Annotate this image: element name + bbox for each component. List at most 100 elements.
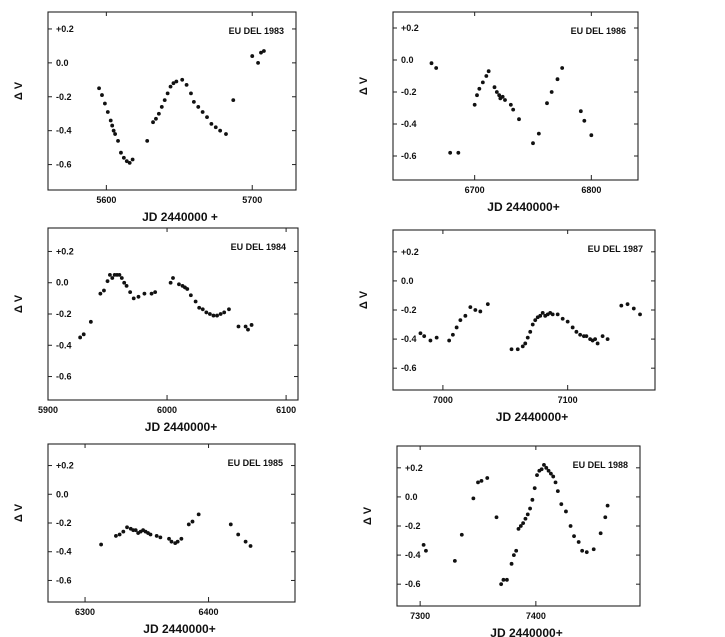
y-tick-label: +0.2 [401, 23, 419, 33]
data-point [162, 98, 167, 103]
x-axis-label: JD 2440000 + [142, 210, 218, 224]
data-point [578, 332, 583, 337]
data-point [516, 527, 521, 531]
data-point [236, 532, 241, 537]
data-point [595, 341, 600, 346]
data-point [578, 109, 583, 114]
data-point [184, 82, 189, 87]
y-tick-label: +0.2 [56, 246, 74, 256]
chart-title: EU DEL 1984 [231, 242, 286, 252]
data-point [177, 282, 181, 287]
data-point [501, 577, 506, 582]
data-point [535, 473, 539, 477]
data-point [509, 347, 514, 352]
y-tick-label: +0.2 [401, 247, 419, 257]
y-tick-label: 0.0 [56, 489, 69, 499]
data-point [179, 536, 184, 541]
data-point [99, 542, 104, 547]
data-point [434, 66, 439, 70]
x-axis-label: JD 2440000+ [496, 410, 568, 424]
data-point [130, 157, 135, 162]
data-point [113, 132, 118, 136]
data-point [538, 313, 543, 318]
data-point [189, 91, 193, 96]
data-point [463, 313, 468, 318]
data-point [593, 337, 598, 341]
data-point [429, 61, 434, 66]
chart-title: EU DEL 1985 [228, 458, 283, 468]
data-point [191, 99, 196, 104]
data-point [494, 90, 499, 94]
data-point [121, 529, 126, 534]
data-point [570, 325, 575, 330]
data-point [560, 66, 565, 70]
data-point [131, 296, 136, 301]
data-point [142, 291, 147, 296]
data-point [492, 85, 497, 90]
x-tick-label: 7400 [526, 611, 546, 621]
y-tick-label: 0.0 [401, 55, 414, 65]
data-point [517, 117, 521, 122]
data-point [458, 318, 463, 323]
data-point [528, 329, 533, 334]
data-point [117, 532, 122, 537]
data-point [565, 319, 570, 324]
data-point [81, 332, 86, 337]
data-point [224, 132, 228, 136]
x-tick-label: 6000 [157, 405, 177, 415]
data-point [102, 288, 106, 293]
y-tick-label: -0.2 [405, 521, 421, 531]
data-point [591, 547, 596, 552]
data-point [530, 322, 535, 327]
data-point [499, 582, 504, 587]
data-point [158, 535, 163, 540]
data-point [105, 110, 110, 114]
y-tick-label: -0.4 [56, 126, 72, 136]
data-point [168, 280, 173, 285]
x-tick-label: 7100 [558, 395, 578, 405]
data-point [186, 522, 191, 527]
data-point [475, 93, 479, 98]
data-point [218, 312, 223, 316]
data-point [525, 512, 530, 517]
x-tick-label: 5600 [96, 195, 116, 205]
data-point [518, 524, 523, 528]
data-point [582, 118, 587, 123]
data-point [576, 540, 581, 544]
data-point [148, 532, 153, 537]
x-axis-label: JD 2440000+ [490, 626, 562, 637]
data-point [117, 273, 122, 277]
data-point [559, 502, 564, 507]
data-point [124, 159, 129, 164]
data-point [549, 90, 554, 94]
y-axis-label: Δ V [13, 81, 25, 100]
data-point [553, 480, 558, 485]
data-point [631, 306, 636, 311]
x-axis-label: JD 2440000+ [145, 420, 217, 434]
data-point [600, 334, 605, 339]
x-axis-label: JD 2440000+ [143, 622, 215, 636]
data-point [171, 276, 175, 280]
x-tick-label: 6700 [465, 185, 485, 195]
data-point [424, 548, 428, 553]
data-point [468, 305, 473, 309]
data-point [447, 338, 452, 343]
data-point [125, 525, 129, 530]
y-tick-label: -0.2 [56, 518, 72, 528]
data-point [448, 150, 453, 155]
y-tick-label: -0.2 [401, 87, 417, 97]
data-point [114, 534, 118, 538]
data-point [208, 312, 212, 316]
y-tick-label: -0.4 [401, 334, 417, 344]
y-axis-label: Δ V [13, 503, 25, 522]
data-point [476, 480, 480, 485]
data-point [151, 120, 155, 125]
data-point [530, 497, 535, 502]
plot-frame [392, 11, 639, 181]
data-point [149, 291, 154, 296]
data-point [540, 311, 545, 315]
data-point [603, 515, 608, 520]
data-point [215, 313, 219, 318]
x-tick-label: 6100 [276, 405, 296, 415]
